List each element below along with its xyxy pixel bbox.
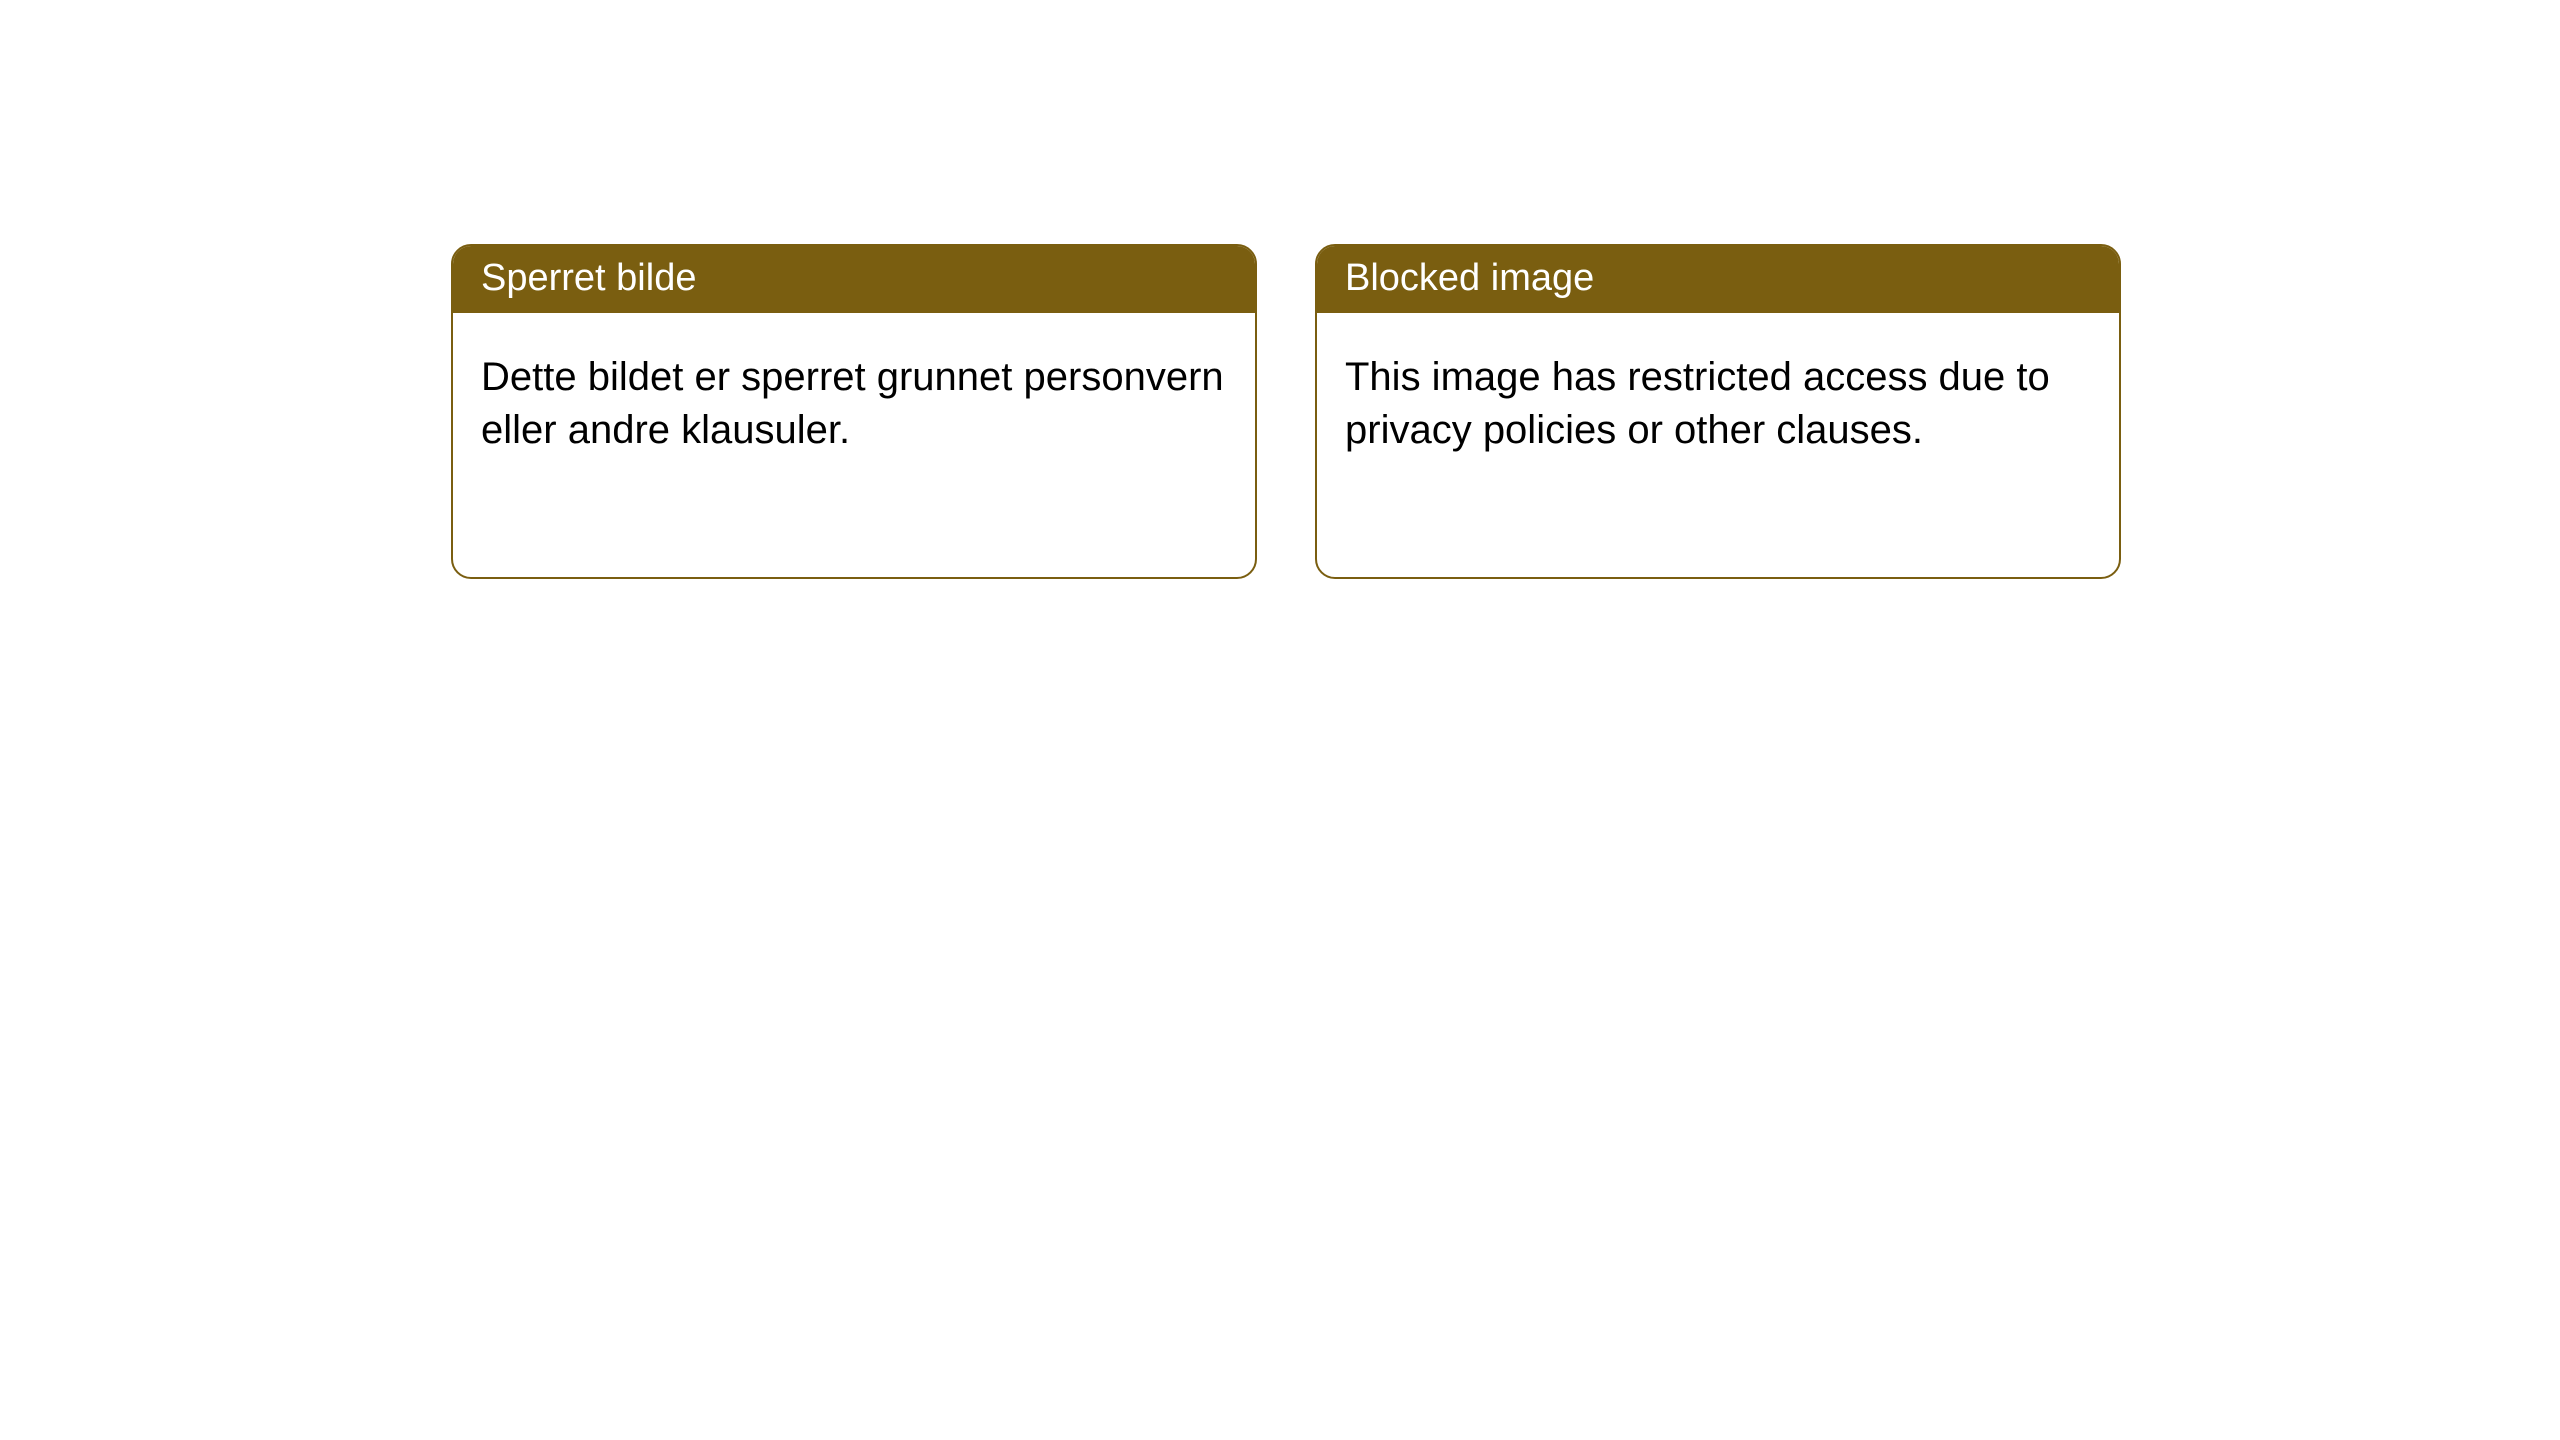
notice-card-english: Blocked image This image has restricted … [1315, 244, 2121, 579]
notice-header-norwegian: Sperret bilde [453, 246, 1255, 313]
notice-card-norwegian: Sperret bilde Dette bildet er sperret gr… [451, 244, 1257, 579]
notice-body-norwegian: Dette bildet er sperret grunnet personve… [453, 313, 1255, 485]
notice-header-english: Blocked image [1317, 246, 2119, 313]
notice-body-english: This image has restricted access due to … [1317, 313, 2119, 485]
notice-container: Sperret bilde Dette bildet er sperret gr… [0, 0, 2560, 579]
